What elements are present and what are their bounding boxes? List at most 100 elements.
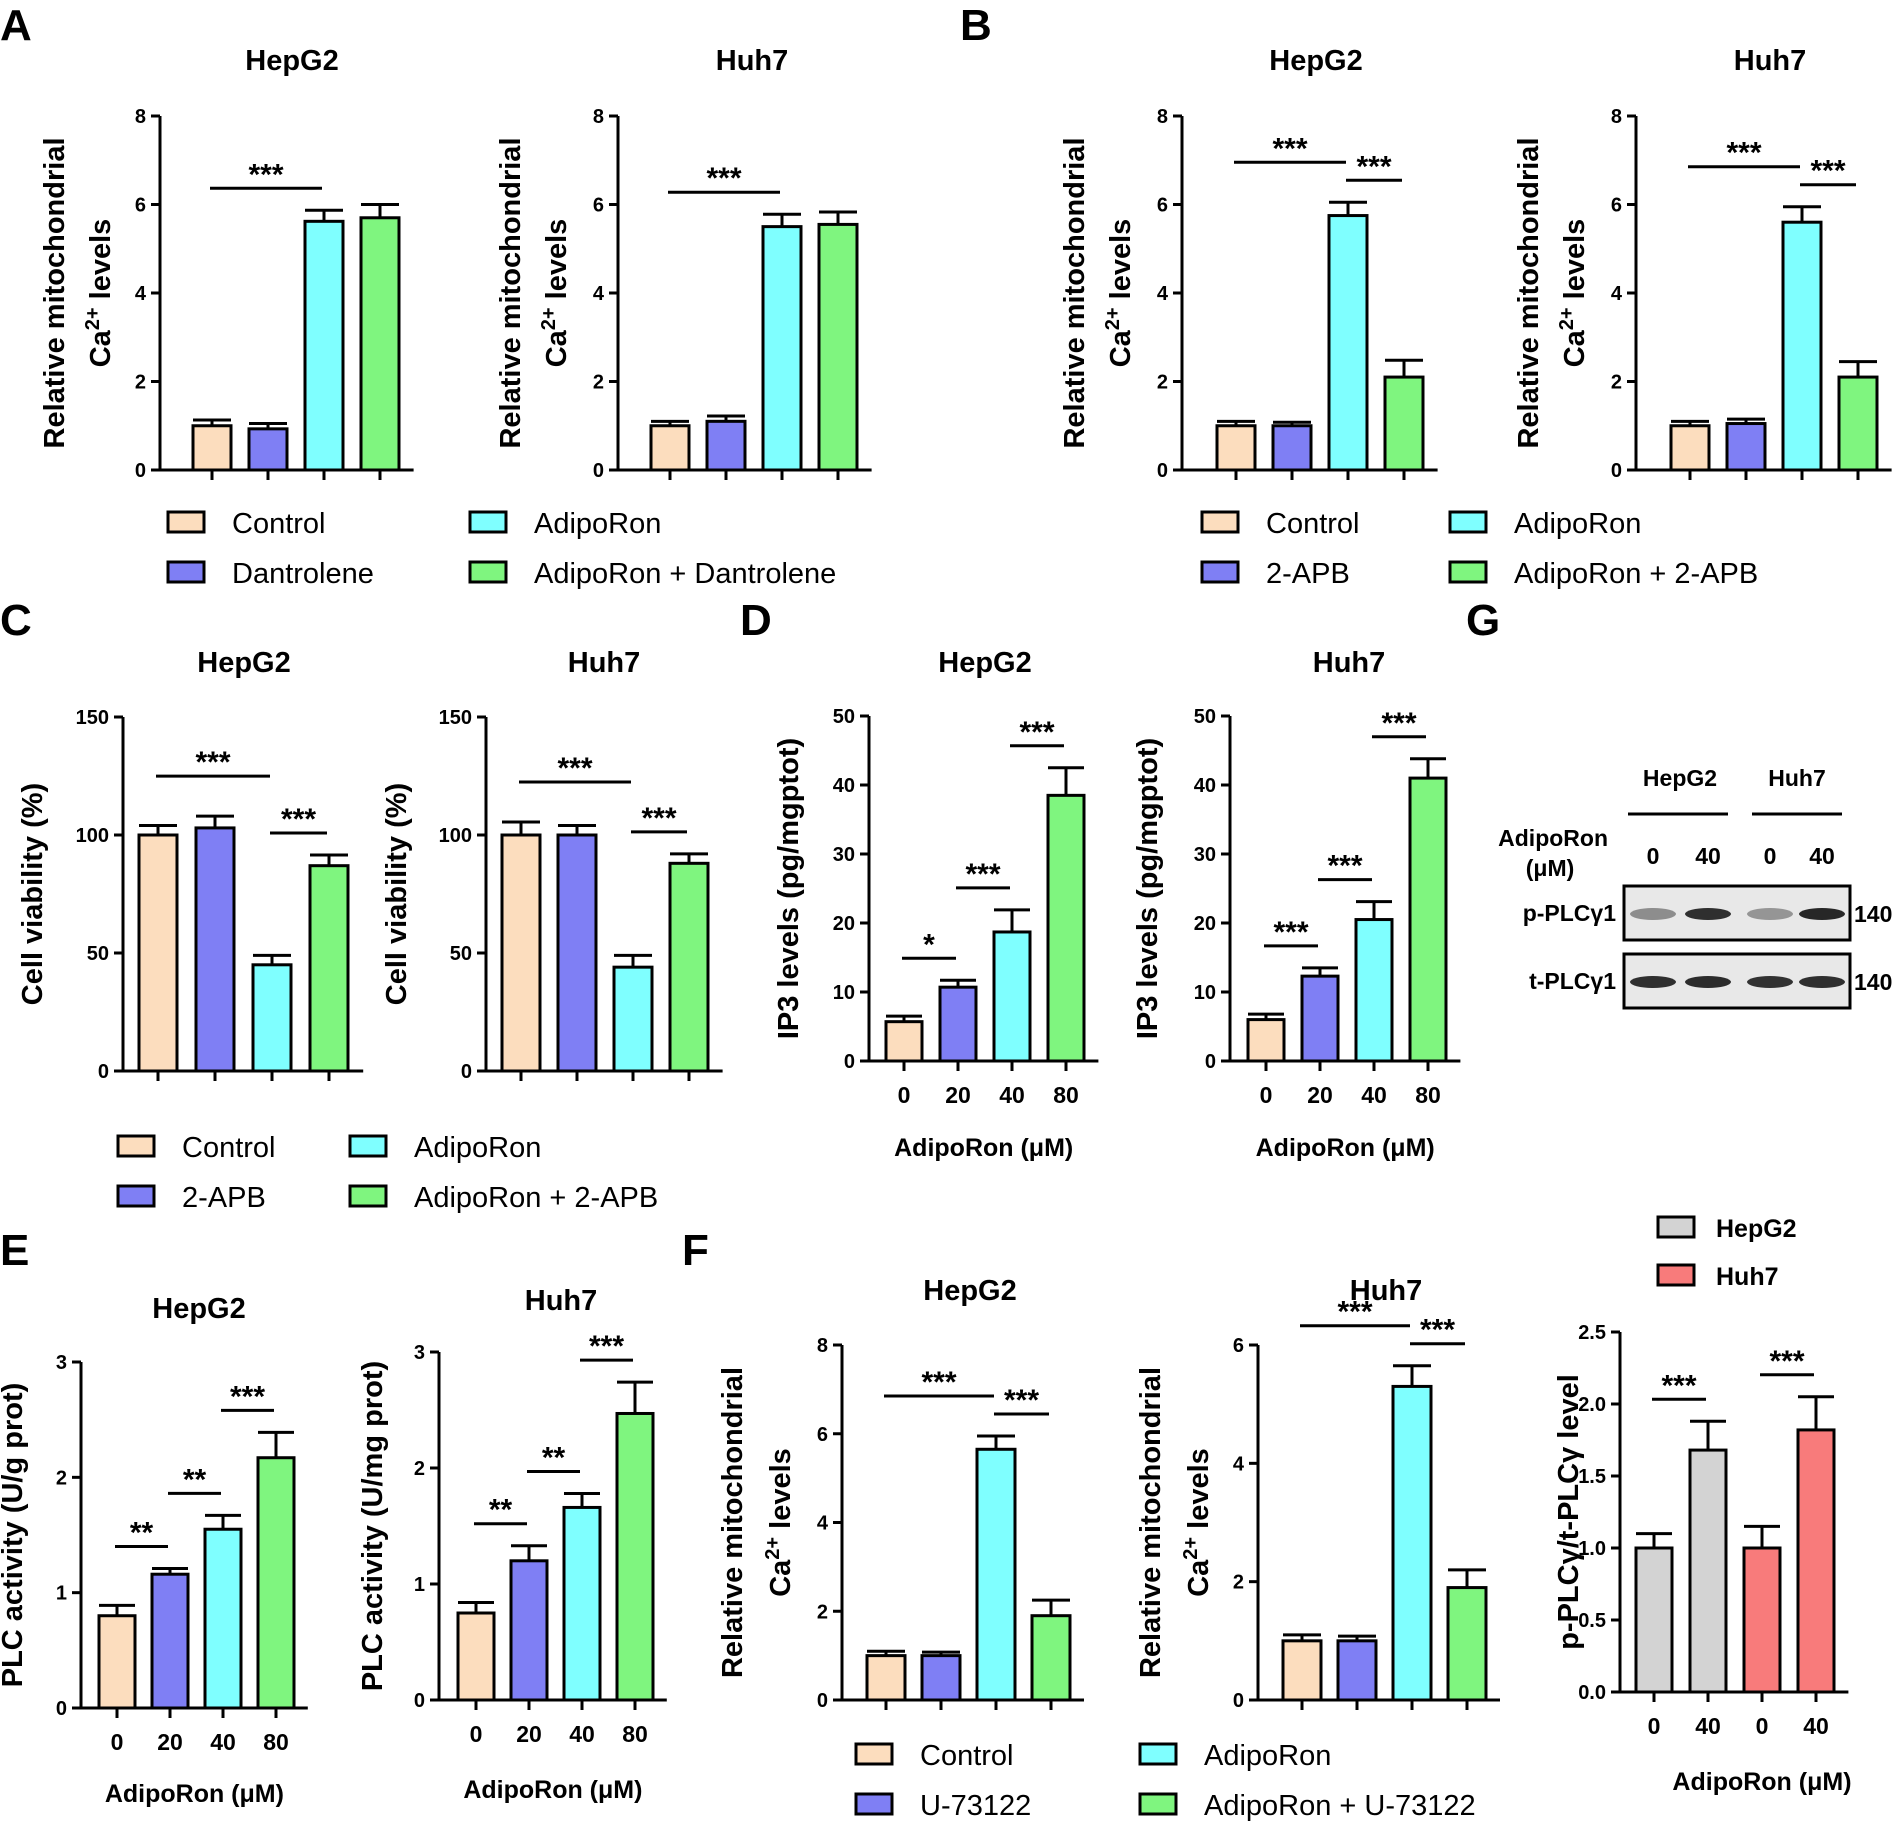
y-axis-label: PLC activity (U/g prot): [0, 1383, 29, 1688]
legend-swatch: [166, 560, 206, 584]
legend-label: AdipoRon + U-73122: [1204, 1790, 1476, 1822]
bar: [203, 1527, 243, 1710]
y-axis-label: Ca2+ levels: [538, 219, 573, 368]
legend-swatch: [1200, 560, 1240, 584]
significance-label: ***: [1019, 716, 1054, 749]
bar: [303, 219, 345, 472]
blot-band: [1630, 976, 1676, 988]
x-tick-label: 0: [1648, 1713, 1661, 1739]
significance-label: **: [489, 1494, 513, 1527]
bar: [97, 1614, 137, 1710]
chart-title: HepG2: [938, 647, 1031, 679]
chart-c2: Huh7 Cell viability (%) 0 50 100 150 *** ***: [381, 647, 723, 1083]
y-axis-label: Relative mitochondrial: [495, 137, 527, 448]
bar: [1742, 1546, 1782, 1694]
legend-label: Dantrolene: [232, 558, 374, 590]
y-tick-label: 1: [56, 1583, 67, 1605]
y-tick-label: 150: [76, 707, 109, 729]
y-axis-label: Cell viability (%): [381, 783, 413, 1005]
chart-a1: HepG2 Relative mitochondrial Ca2+ levels 0 2…: [39, 45, 414, 482]
y-tick-label: 0: [1233, 1690, 1244, 1712]
legend-label: AdipoRon: [1514, 508, 1641, 540]
bar: [1327, 214, 1369, 472]
blot-row-label: p-PLCγ1: [1523, 900, 1617, 926]
y-tick-label: 8: [1157, 106, 1168, 128]
y-axis-label: IP3 levels (pg/mgptot): [1132, 738, 1164, 1039]
bar: [865, 1654, 907, 1702]
y-axis-label: Ca2+ levels: [1556, 219, 1591, 368]
x-tick-label: 20: [157, 1729, 183, 1755]
y-tick-label: 2: [414, 1458, 425, 1480]
chart-e2: Huh7 PLC activity (U/mg prot) 0 1 2 3 0 20 40 80 A…: [357, 1285, 667, 1804]
bar: [1781, 220, 1823, 472]
bar: [1688, 1448, 1728, 1694]
y-tick-label: 6: [135, 195, 146, 217]
y-axis-label: Relative mitochondrial: [1513, 137, 1545, 448]
y-tick-label: 40: [833, 775, 855, 797]
x-tick-label: 0: [898, 1082, 911, 1108]
legend-label: U-73122: [920, 1790, 1031, 1822]
y-tick-label: 1.0: [1578, 1538, 1606, 1560]
y-tick-label: 6: [593, 195, 604, 217]
x-tick-label: 80: [622, 1721, 648, 1747]
y-tick-label: 6: [817, 1424, 828, 1446]
x-axis-label: AdipoRon (μM): [1672, 1768, 1851, 1796]
bar: [1300, 974, 1340, 1063]
x-tick-label: 40: [569, 1721, 595, 1747]
y-tick-label: 0.5: [1578, 1610, 1606, 1632]
bar: [359, 216, 401, 472]
bar: [1796, 1428, 1836, 1694]
x-axis-label: AdipoRon (μM): [1256, 1134, 1435, 1162]
legend-label: 2-APB: [1266, 558, 1350, 590]
y-axis-label: IP3 levels (pg/mgptot): [773, 738, 805, 1039]
legend-swatch: [1656, 1215, 1696, 1239]
y-tick-label: 20: [833, 913, 855, 935]
y-tick-label: 0: [593, 460, 604, 482]
significance-label: ***: [641, 802, 676, 835]
bar: [992, 930, 1032, 1063]
y-axis-label: PLC activity (U/mg prot): [357, 1361, 389, 1691]
bar: [1046, 793, 1086, 1063]
legend-label: Control: [920, 1740, 1014, 1772]
western-blot: HepG2 Huh7 AdipoRon (μM) 0 40 0 40 p-PLCγ1 140 t-P…: [1498, 765, 1892, 1010]
bar: [817, 222, 859, 472]
significance-label: ***: [557, 752, 592, 785]
y-tick-label: 4: [1611, 283, 1623, 305]
significance-label: ***: [1420, 1314, 1455, 1347]
significance-label: ***: [1810, 155, 1845, 188]
blot-cell-line: Huh7: [1768, 765, 1826, 791]
significance-label: ***: [1327, 850, 1362, 883]
blot-dose: 0: [1647, 843, 1660, 869]
legend-label: AdipoRon + 2-APB: [1514, 558, 1758, 590]
legend-swatch: [1448, 510, 1488, 534]
bar: [509, 1559, 549, 1702]
chart-title: HepG2: [245, 45, 338, 77]
y-tick-label: 2: [1611, 372, 1622, 394]
y-tick-label: 2.0: [1578, 1394, 1606, 1416]
significance-label: ***: [1381, 707, 1416, 740]
significance-label: ***: [1356, 150, 1391, 183]
y-tick-label: 2: [593, 372, 604, 394]
y-tick-label: 0.0: [1578, 1682, 1606, 1704]
x-tick-label: 40: [210, 1729, 236, 1755]
y-tick-label: 100: [76, 825, 109, 847]
chart-f2: Huh7 Relative mitochondrial Ca2+ levels 0 2 4…: [1135, 1275, 1500, 1712]
blot-dose: 40: [1809, 843, 1835, 869]
significance-label: ***: [921, 1366, 956, 1399]
bar: [884, 1020, 924, 1063]
panel-letter: A: [0, 1, 32, 50]
bar: [150, 1572, 190, 1710]
y-tick-label: 2: [817, 1601, 828, 1623]
legend-label: Control: [1266, 508, 1360, 540]
y-tick-label: 50: [450, 943, 472, 965]
panel-letter: C: [0, 596, 32, 645]
bar: [1391, 1384, 1433, 1702]
chart-title: Huh7: [1734, 45, 1807, 77]
y-tick-label: 2: [56, 1467, 67, 1489]
chart-title: Huh7: [716, 45, 789, 77]
legend-label: Huh7: [1716, 1263, 1779, 1291]
y-tick-label: 30: [1194, 844, 1216, 866]
y-tick-label: 30: [833, 844, 855, 866]
legend-label: Control: [232, 508, 326, 540]
bar: [1354, 918, 1394, 1063]
